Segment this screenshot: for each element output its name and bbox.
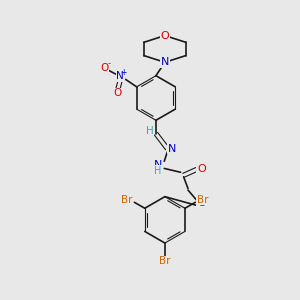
Text: O: O [113,88,122,98]
Text: H: H [146,126,153,136]
Text: O: O [197,164,206,174]
Text: N: N [161,57,169,67]
Text: +: + [121,68,127,77]
Text: N: N [167,143,176,154]
Text: Br: Br [197,195,208,205]
Text: O: O [197,199,206,208]
Text: H: H [154,166,161,176]
Text: Br: Br [121,195,133,205]
Text: O: O [101,63,109,74]
Text: N: N [154,160,162,170]
Text: N: N [116,71,124,81]
Text: -: - [108,59,111,68]
Text: Br: Br [159,256,171,266]
Text: O: O [160,31,169,40]
